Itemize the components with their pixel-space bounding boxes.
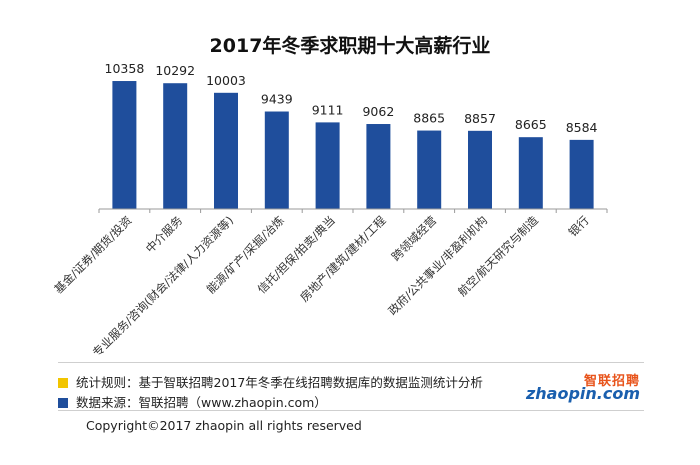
value-label-4: 9111 bbox=[312, 102, 344, 117]
value-label-6: 8865 bbox=[413, 111, 445, 126]
chart-title: 2017年冬季求职期十大高薪行业 bbox=[210, 34, 491, 57]
zhaopin-logo: 智联招聘 zhaopin.com bbox=[526, 370, 644, 403]
bars-layer: 10358基金/证券/期货/投资10292中介服务10003专业服务/咨询(财会… bbox=[51, 61, 608, 360]
category-label-1: 中介服务 bbox=[143, 213, 186, 256]
logo-en-text: zhaopin.com bbox=[525, 384, 640, 403]
category-label-7: 政府/公共事业/非盈利机构 bbox=[385, 213, 490, 318]
category-label-9: 银行 bbox=[566, 213, 592, 239]
category-label-5: 房地产/建筑/建材/工程 bbox=[297, 213, 389, 305]
category-label-6: 跨领域经营 bbox=[389, 213, 440, 264]
footer-divider-bottom bbox=[58, 410, 644, 411]
value-label-8: 8665 bbox=[515, 117, 547, 132]
rule-text: 统计规则：基于智联招聘2017年冬季在线招聘数据库的数据监测统计分析 bbox=[76, 375, 483, 390]
logo-cn-text: 智联招聘 bbox=[583, 374, 640, 389]
bar-6 bbox=[417, 130, 442, 209]
bar-8 bbox=[518, 137, 543, 209]
source-text: 数据来源：智联招聘（www.zhaopin.com） bbox=[76, 395, 327, 410]
footer-divider-top bbox=[58, 362, 644, 363]
value-label-5: 9062 bbox=[362, 104, 394, 119]
value-label-0: 10358 bbox=[105, 61, 145, 76]
source-marker bbox=[58, 398, 68, 408]
rule-note: 统计规则：基于智联招聘2017年冬季在线招聘数据库的数据监测统计分析 bbox=[58, 372, 483, 391]
source-note: 数据来源：智联招聘（www.zhaopin.com） bbox=[58, 392, 327, 411]
value-label-9: 8584 bbox=[566, 120, 598, 135]
value-label-3: 9439 bbox=[261, 92, 293, 107]
value-label-2: 10003 bbox=[206, 73, 246, 88]
value-label-1: 10292 bbox=[155, 63, 195, 78]
bar-9 bbox=[569, 139, 594, 209]
copyright-text: Copyright©2017 zhaopin all rights reserv… bbox=[86, 418, 362, 433]
bar-3 bbox=[264, 111, 289, 209]
bar-2 bbox=[214, 92, 238, 209]
bar-0 bbox=[112, 81, 137, 209]
bar-1 bbox=[163, 83, 188, 209]
rule-marker bbox=[58, 378, 68, 388]
value-label-7: 8857 bbox=[464, 111, 496, 126]
bar-5 bbox=[366, 124, 391, 209]
bar-4 bbox=[315, 122, 340, 209]
bar-7 bbox=[468, 130, 492, 209]
category-label-0: 基金/证券/期货/投资 bbox=[51, 213, 134, 296]
